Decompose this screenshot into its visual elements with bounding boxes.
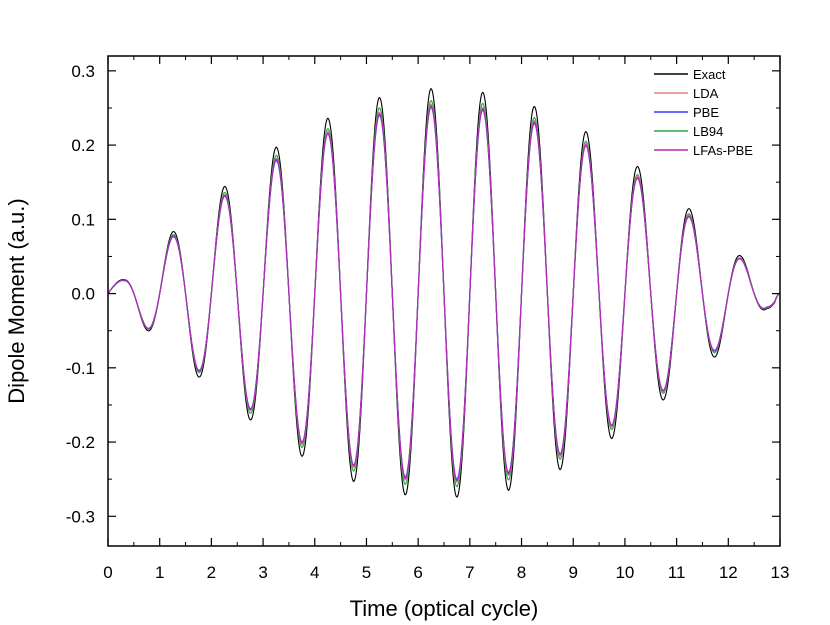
legend-label-exact: Exact bbox=[693, 67, 726, 82]
series-layer bbox=[107, 87, 781, 498]
legend: Exact LDA PBE LB94 LFAs-PBE bbox=[654, 67, 753, 158]
x-tick-label: 10 bbox=[615, 563, 634, 582]
y-tick-label: -0.1 bbox=[66, 359, 95, 378]
x-tick-label: 5 bbox=[362, 563, 371, 582]
y-axis-title: Dipole Moment (a.u.) bbox=[4, 198, 29, 403]
x-tick-label: 11 bbox=[668, 563, 686, 582]
x-tick-label: 1 bbox=[155, 563, 164, 582]
legend-label-pbe: PBE bbox=[693, 105, 719, 120]
x-tick-label: 12 bbox=[719, 563, 738, 582]
y-tick-label: -0.2 bbox=[66, 433, 95, 452]
x-tick-label: 8 bbox=[517, 563, 526, 582]
y-tick-label: 0.2 bbox=[71, 136, 95, 155]
series-line-lfas-pbe bbox=[107, 105, 781, 482]
x-tick-label: 9 bbox=[568, 563, 577, 582]
x-axis-title: Time (optical cycle) bbox=[350, 596, 539, 621]
legend-label-lb94: LB94 bbox=[693, 124, 723, 139]
x-tick-label: 4 bbox=[310, 563, 319, 582]
y-tick-label: 0.3 bbox=[71, 62, 95, 81]
x-tick-label: 13 bbox=[771, 563, 790, 582]
x-tick-label: 2 bbox=[207, 563, 216, 582]
x-tick-label: 6 bbox=[413, 563, 422, 582]
y-tick-label: 0.1 bbox=[71, 210, 95, 229]
x-tick-label: 3 bbox=[258, 563, 267, 582]
ticks-layer: 0 1 2 3 4 5 6 7 8 9 10 11 12 13-0.3-0.2-0.10.00.10.20… bbox=[66, 56, 790, 582]
y-tick-label: -0.3 bbox=[66, 507, 95, 526]
x-tick-label: 0 bbox=[103, 563, 112, 582]
y-tick-label: 0.0 bbox=[71, 285, 95, 304]
legend-label-lfas-pbe: LFAs-PBE bbox=[693, 143, 753, 158]
x-tick-label: 7 bbox=[465, 563, 474, 582]
legend-label-lda: LDA bbox=[693, 86, 719, 101]
